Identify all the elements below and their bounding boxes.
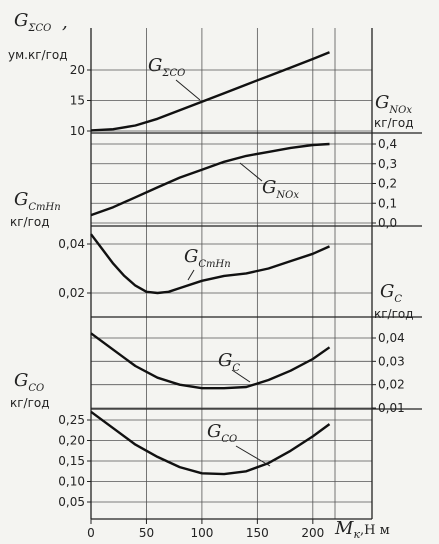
- series-label-gnox: GNOx: [262, 177, 299, 201]
- y-tick-label: 0,25: [58, 413, 85, 427]
- y-tick-label: 0,04: [378, 331, 405, 345]
- x-tick-label: 150: [246, 526, 269, 540]
- series-label-gc: GC: [218, 350, 240, 374]
- y-tick-label: 10: [70, 124, 85, 138]
- ylabel-gcmhn: GCmHn: [14, 189, 61, 213]
- unit-gnox: кг/год: [374, 116, 414, 130]
- y-tick-label: 0,15: [58, 454, 85, 468]
- y-tick-label: 0,04: [58, 237, 85, 251]
- ylabel-gsum: GΣCO: [14, 10, 51, 34]
- ylabel-gc: GC: [380, 281, 402, 305]
- series-label-gsum: GΣCO: [148, 55, 185, 79]
- x-tick-label: 200: [301, 526, 324, 540]
- series-label-gco: GCO: [207, 421, 237, 445]
- unit-gco: кг/год: [10, 396, 50, 410]
- series-label-gcmhn: GCmHn: [184, 246, 231, 270]
- series-line-gsum: [90, 51, 330, 132]
- y-tick-label: 0,05: [58, 495, 85, 509]
- grid-layer: [91, 28, 372, 519]
- y-tick-label: 0,3: [378, 157, 397, 171]
- y-tick-label: 0,20: [58, 434, 85, 448]
- series-line-gco: [90, 410, 331, 476]
- x-tick-label: 100: [190, 526, 213, 540]
- series-layer: [90, 51, 331, 476]
- y-tick-label: 0,02: [378, 378, 405, 392]
- y-tick-label: 0,0: [378, 216, 397, 230]
- y-tick-label: 0,1: [378, 196, 397, 210]
- x-axis-label: Mк,Н м: [334, 518, 390, 541]
- y-tick-label: 0,10: [58, 475, 85, 489]
- leader-line: [187, 269, 195, 281]
- leader-line: [231, 369, 251, 383]
- leader-line: [175, 79, 201, 101]
- unit-gsum: ум.кг/год: [8, 48, 68, 62]
- y-tick-label: 0,02: [58, 286, 85, 300]
- x-tick-label: 0: [87, 526, 95, 540]
- leader-line: [239, 162, 263, 182]
- x-tick-label: 50: [139, 526, 154, 540]
- y-tick-label: 15: [70, 94, 85, 108]
- ylabel-gnox: GNOx: [375, 92, 412, 116]
- series-line-gc: [90, 332, 331, 390]
- ylabel-gco: GCO: [14, 370, 44, 394]
- y-tick-label: 0,4: [378, 137, 397, 151]
- y-tick-label: 0,03: [378, 354, 405, 368]
- unit-gc: кг/год: [374, 307, 414, 321]
- y-tick-label: 0,01: [378, 401, 405, 415]
- series-line-gnox: [90, 142, 330, 217]
- ylabel-comma: ,: [62, 12, 68, 33]
- series-line-gcmhn: [90, 233, 330, 295]
- y-tick-label: 0,2: [378, 177, 397, 191]
- label-layer: 0 50 100 150 200 Mк,Н м 10 15 20 0,0 0,1 0,2 0,3 0,4 0…: [8, 10, 414, 541]
- leader-line: [235, 445, 271, 467]
- axis-layer: [87, 28, 422, 524]
- unit-gcmhn: кг/год: [10, 215, 50, 229]
- y-tick-label: 20: [70, 63, 85, 77]
